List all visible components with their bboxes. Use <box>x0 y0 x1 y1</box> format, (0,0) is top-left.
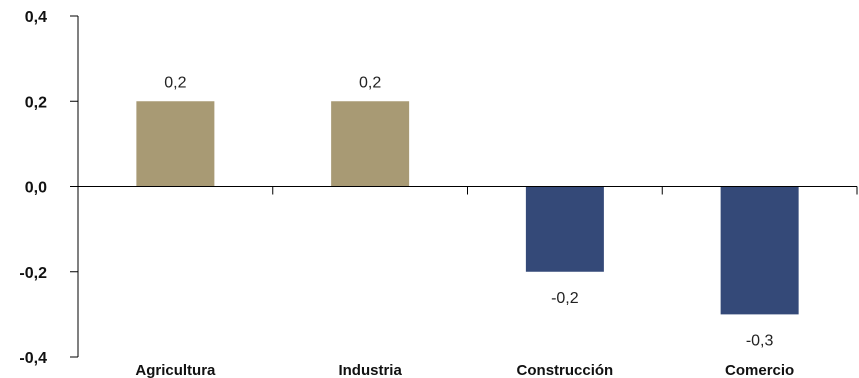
data-labels-layer: 0,2 0,2 -0,2 -0,3 <box>164 74 773 349</box>
x-category-label: Industria <box>338 362 402 378</box>
bar-construcción <box>525 186 604 272</box>
x-category-label: Construcción <box>517 362 614 378</box>
y-tick-label: -0,4 <box>19 350 47 367</box>
y-tick-label: 0,2 <box>25 94 47 111</box>
bar-agricultura <box>136 101 215 187</box>
data-label: -0,2 <box>551 290 579 307</box>
data-label: 0,2 <box>164 74 186 91</box>
bars-layer <box>136 101 799 315</box>
data-label: 0,2 <box>359 74 381 91</box>
x-category-label: Comercio <box>725 362 794 378</box>
bar-comercio <box>720 186 799 315</box>
data-label: -0,3 <box>746 332 774 349</box>
y-tick-label: 0,0 <box>25 180 47 197</box>
y-tick-label: 0,4 <box>25 9 47 26</box>
bar-industria <box>331 101 410 187</box>
y-tick-label: -0,2 <box>19 265 47 282</box>
y-axis-ticks: 0,4 0,2 0,0 -0,2 -0,4 <box>19 9 78 367</box>
x-axis-categories: Agricultura Industria Construcción Comercio <box>135 362 794 378</box>
x-category-label: Agricultura <box>135 362 216 378</box>
